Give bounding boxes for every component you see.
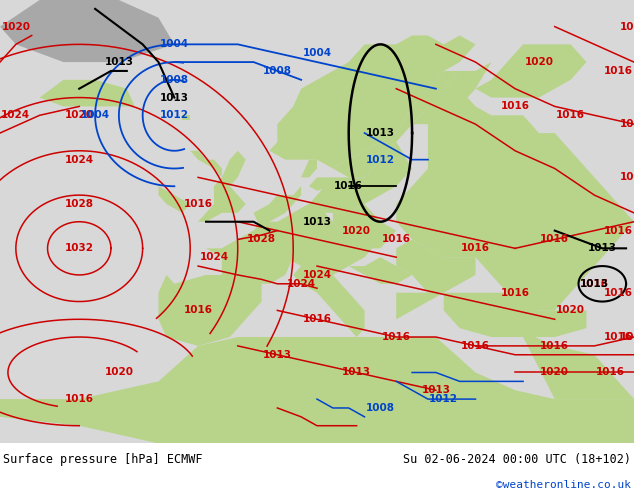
Text: 1024: 1024 [65,155,94,165]
Polygon shape [183,115,190,120]
Text: 1016: 1016 [501,288,529,298]
Text: 1016: 1016 [334,181,363,191]
Text: Su 02-06-2024 00:00 UTC (18+102): Su 02-06-2024 00:00 UTC (18+102) [403,453,631,466]
Polygon shape [333,204,396,248]
Polygon shape [349,257,412,284]
Text: 1016: 1016 [596,368,624,377]
Text: 1016: 1016 [461,341,490,351]
Polygon shape [293,266,365,337]
Polygon shape [396,89,634,311]
Text: 1016: 1016 [382,332,411,342]
Polygon shape [39,80,134,106]
Text: 1016: 1016 [604,66,633,76]
Text: 1020: 1020 [556,305,585,316]
Text: 1016: 1016 [382,234,411,245]
Text: 1016: 1016 [540,341,569,351]
Text: 1013: 1013 [619,332,634,342]
Text: 1008: 1008 [263,66,292,76]
Text: 1028: 1028 [65,199,94,209]
Text: 1016: 1016 [556,110,585,121]
Text: 1013: 1013 [422,385,450,395]
Text: 1016: 1016 [604,288,633,298]
Polygon shape [476,44,586,98]
Polygon shape [158,186,190,213]
Text: 1016: 1016 [604,332,633,342]
Text: 1013: 1013 [342,368,371,377]
Text: 1016: 1016 [302,314,332,324]
Text: 1004: 1004 [81,110,110,121]
Polygon shape [158,275,261,346]
Text: ©weatheronline.co.uk: ©weatheronline.co.uk [496,480,631,490]
Polygon shape [412,62,491,124]
Text: 1020: 1020 [1,22,30,32]
Text: 1012: 1012 [160,110,189,121]
Text: 1020: 1020 [105,368,133,377]
Text: 1016: 1016 [184,199,212,209]
Text: 1004: 1004 [160,39,189,49]
Text: 1016: 1016 [619,172,634,182]
Text: 1013: 1013 [588,244,617,253]
Text: 1020: 1020 [524,57,553,67]
Text: 1020: 1020 [540,368,569,377]
Polygon shape [269,35,476,169]
Polygon shape [0,0,174,62]
Text: 1016: 1016 [580,279,609,289]
Polygon shape [278,204,373,275]
Text: 1016: 1016 [65,394,94,404]
Text: 1013: 1013 [302,217,332,227]
Polygon shape [396,240,476,293]
Polygon shape [444,311,634,399]
Polygon shape [206,186,301,257]
Text: 1008: 1008 [160,75,189,85]
Text: 1016: 1016 [184,305,212,316]
Text: 1024: 1024 [200,252,228,262]
Polygon shape [317,71,460,177]
Text: 1016: 1016 [501,101,529,111]
Text: 1004: 1004 [302,48,332,58]
Text: 1016: 1016 [540,234,569,245]
Text: 1020: 1020 [65,110,94,121]
Text: Surface pressure [hPa] ECMWF: Surface pressure [hPa] ECMWF [3,453,203,466]
Text: 1020: 1020 [619,22,634,32]
Text: 1013: 1013 [366,128,395,138]
Polygon shape [0,337,634,443]
Polygon shape [190,151,222,177]
Polygon shape [293,142,412,213]
Text: 1013: 1013 [105,57,133,67]
Text: 1032: 1032 [65,244,94,253]
Polygon shape [396,284,460,319]
Text: 1024: 1024 [1,110,30,121]
Text: 1008: 1008 [366,403,395,413]
Polygon shape [301,160,317,177]
Text: 1020: 1020 [342,225,371,236]
Polygon shape [222,221,301,284]
Text: 1013: 1013 [263,350,292,360]
Polygon shape [309,177,333,191]
Text: 1016: 1016 [619,119,634,129]
Text: 1016: 1016 [604,225,633,236]
Text: 1012: 1012 [429,394,458,404]
Polygon shape [198,151,246,221]
Polygon shape [444,293,586,337]
Text: 1016: 1016 [461,244,490,253]
Text: 1013: 1013 [580,279,609,289]
Text: 1012: 1012 [366,155,395,165]
Text: 1013: 1013 [160,93,189,102]
Text: 1024: 1024 [302,270,332,280]
Text: 1024: 1024 [287,279,316,289]
Text: 1028: 1028 [247,234,276,245]
